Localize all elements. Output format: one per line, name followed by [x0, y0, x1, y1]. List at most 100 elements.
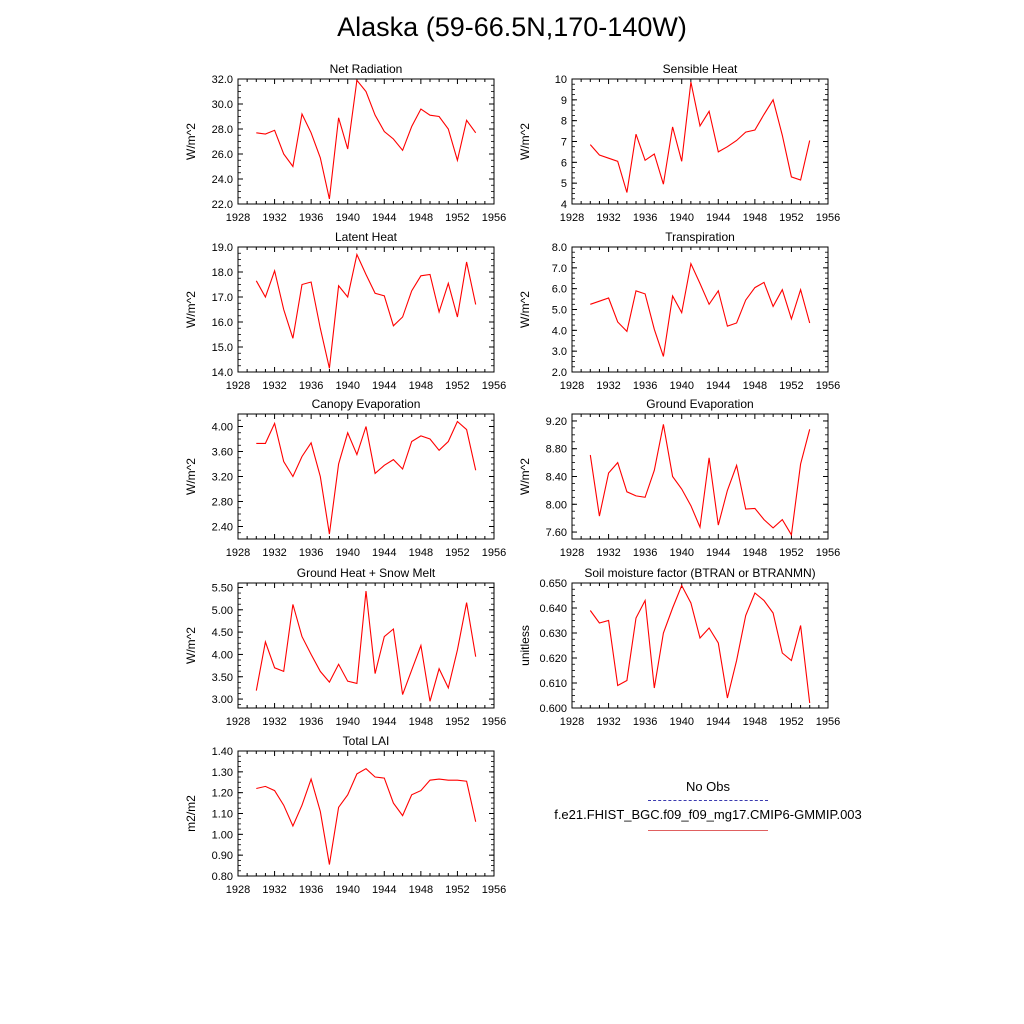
y-tick-label: 15.0 — [212, 342, 233, 354]
y-tick-label: 0.610 — [539, 678, 567, 690]
plot-title: Soil moisture factor (BTRAN or BTRANMN) — [584, 566, 815, 580]
y-tick-label: 1.00 — [212, 829, 233, 841]
x-tick-label: 1932 — [262, 212, 286, 224]
y-tick-label: 28.0 — [212, 124, 233, 136]
x-tick-label: 1948 — [409, 547, 433, 559]
x-tick-label: 1932 — [262, 716, 286, 728]
y-tick-label: 0.620 — [539, 653, 567, 665]
y-tick-label: 22.0 — [212, 199, 233, 211]
x-tick-label: 1936 — [633, 212, 657, 224]
x-tick-label: 1948 — [409, 884, 433, 896]
y-tick-label: 7 — [561, 137, 567, 149]
plot-frame — [571, 413, 829, 540]
x-tick-label: 1928 — [226, 212, 250, 224]
series-line — [255, 252, 477, 369]
x-tick-label: 1928 — [560, 212, 584, 224]
x-tick-label: 1952 — [445, 380, 469, 392]
x-tick-label: 1928 — [560, 380, 584, 392]
y-tick-label: 4.0 — [552, 325, 567, 337]
plot-title: Transpiration — [665, 230, 735, 244]
plot-title: Ground Heat + Snow Melt — [297, 566, 436, 580]
y-tick-label: 32.0 — [212, 74, 233, 86]
x-tick-label: 1932 — [596, 380, 620, 392]
y-tick-label: 5.0 — [552, 305, 567, 317]
series-line — [590, 261, 811, 357]
y-axis-label: W/m^2 — [518, 123, 532, 160]
y-tick-label: 7.0 — [552, 263, 567, 275]
y-tick-label: 0.650 — [539, 578, 567, 590]
series-line — [256, 768, 477, 865]
x-tick-label: 1944 — [706, 716, 730, 728]
x-tick-label: 1944 — [372, 380, 396, 392]
x-tick-label: 1956 — [482, 380, 506, 392]
x-tick-label: 1928 — [226, 380, 250, 392]
y-axis-label: W/m^2 — [184, 627, 198, 664]
y-tick-label: 8 — [561, 116, 567, 128]
x-tick-label: 1944 — [706, 212, 730, 224]
y-tick-label: 2.0 — [552, 367, 567, 379]
x-tick-label: 1944 — [706, 547, 730, 559]
y-tick-label: 18.0 — [212, 267, 233, 279]
plot-title: Ground Evaporation — [646, 397, 753, 411]
series-line — [256, 420, 477, 535]
x-tick-label: 1952 — [779, 547, 803, 559]
y-tick-label: 8.40 — [546, 472, 567, 484]
series-line — [255, 590, 477, 702]
y-tick-label: 0.90 — [212, 850, 233, 862]
x-tick-label: 1956 — [482, 547, 506, 559]
x-tick-label: 1936 — [299, 884, 323, 896]
y-tick-label: 3.60 — [212, 447, 233, 459]
y-tick-label: 0.600 — [539, 703, 567, 715]
y-tick-label: 5.00 — [212, 605, 233, 617]
x-tick-label: 1932 — [262, 884, 286, 896]
x-tick-label: 1940 — [669, 380, 693, 392]
x-tick-label: 1936 — [299, 547, 323, 559]
y-tick-label: 3.50 — [212, 672, 233, 684]
legend-obs-label: No Obs — [685, 779, 731, 794]
y-tick-label: 4.50 — [212, 627, 233, 639]
y-tick-label: 1.40 — [212, 746, 233, 758]
x-tick-label: 1952 — [445, 716, 469, 728]
y-tick-label: 10 — [555, 74, 567, 86]
y-tick-label: 24.0 — [212, 174, 233, 186]
legend-model-label: f.e21.FHIST_BGC.f09_f09_mg17.CMIP6-GMMIP… — [554, 807, 862, 822]
y-axis-label: unitless — [518, 625, 532, 666]
y-axis-label: W/m^2 — [518, 291, 532, 328]
plot-title: Total LAI — [343, 734, 390, 748]
y-tick-label: 8.80 — [546, 444, 567, 456]
y-axis-label: W/m^2 — [184, 458, 198, 495]
x-tick-label: 1952 — [779, 212, 803, 224]
x-tick-label: 1956 — [482, 212, 506, 224]
x-tick-label: 1940 — [335, 716, 359, 728]
y-tick-label: 16.0 — [212, 317, 233, 329]
x-tick-label: 1948 — [409, 716, 433, 728]
y-tick-label: 9 — [561, 95, 567, 107]
plot-frame — [237, 78, 495, 205]
x-tick-label: 1932 — [596, 547, 620, 559]
y-tick-label: 5.50 — [212, 582, 233, 594]
plot-frame — [571, 246, 829, 373]
x-tick-label: 1952 — [445, 547, 469, 559]
x-tick-label: 1948 — [409, 212, 433, 224]
y-tick-label: 4 — [561, 199, 567, 211]
x-tick-label: 1936 — [633, 547, 657, 559]
x-tick-label: 1936 — [299, 212, 323, 224]
plot-frame — [237, 582, 495, 709]
x-tick-label: 1932 — [262, 547, 286, 559]
plot-title: Net Radiation — [330, 62, 403, 76]
legend-obs-line — [648, 800, 768, 801]
y-tick-label: 0.80 — [212, 871, 233, 883]
y-tick-label: 8.00 — [546, 499, 567, 511]
y-tick-label: 4.00 — [212, 649, 233, 661]
series-line — [589, 584, 811, 704]
x-tick-label: 1952 — [445, 884, 469, 896]
y-tick-label: 0.640 — [539, 603, 567, 615]
y-tick-label: 26.0 — [212, 149, 233, 161]
y-tick-label: 5 — [561, 178, 567, 190]
x-tick-label: 1932 — [596, 716, 620, 728]
x-tick-label: 1948 — [743, 716, 767, 728]
y-tick-label: 3.00 — [212, 694, 233, 706]
y-tick-label: 1.30 — [212, 767, 233, 779]
figure-title: Alaska (59-66.5N,170-140W) — [337, 12, 687, 42]
